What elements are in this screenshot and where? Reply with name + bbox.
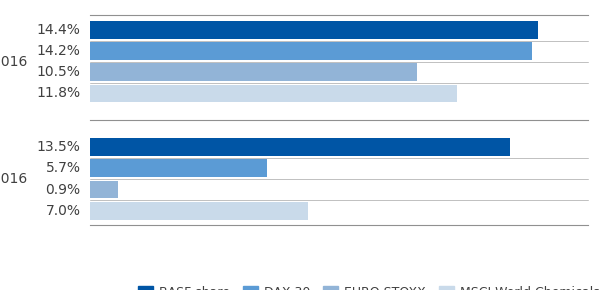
Text: 14.4%: 14.4% bbox=[37, 23, 80, 37]
Text: 5.7%: 5.7% bbox=[46, 161, 80, 175]
Bar bbox=[90, 21, 538, 39]
Text: 2011–2016: 2011–2016 bbox=[0, 55, 28, 69]
Bar bbox=[90, 138, 510, 156]
Text: 11.8%: 11.8% bbox=[37, 86, 80, 101]
Bar bbox=[90, 181, 118, 198]
Text: 13.5%: 13.5% bbox=[37, 140, 80, 154]
Text: 0.9%: 0.9% bbox=[46, 182, 80, 197]
Bar bbox=[90, 64, 417, 81]
Text: 2006–2016: 2006–2016 bbox=[0, 172, 27, 186]
Bar bbox=[90, 160, 268, 177]
Text: 7.0%: 7.0% bbox=[46, 204, 80, 218]
Bar bbox=[90, 202, 308, 220]
Text: 14.2%: 14.2% bbox=[37, 44, 80, 58]
Bar bbox=[90, 85, 457, 102]
Text: 10.5%: 10.5% bbox=[37, 65, 80, 79]
Legend: BASF share, DAX 30, EURO STOXX, MSCI World Chemicals: BASF share, DAX 30, EURO STOXX, MSCI Wor… bbox=[133, 281, 600, 290]
Bar bbox=[90, 42, 532, 60]
